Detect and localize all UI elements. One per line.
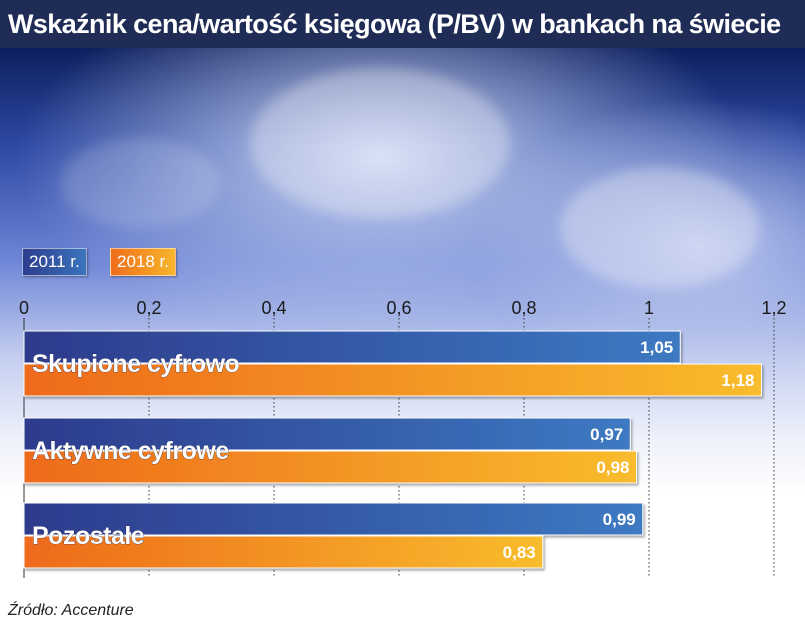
x-tick-label: 0,2 bbox=[136, 298, 161, 318]
bar-value-label: 0,97 bbox=[590, 425, 623, 444]
chart-title: Wskaźnik cena/wartość księgowa (P/BV) w … bbox=[0, 0, 805, 48]
legend-item-2011: 2011 r. bbox=[22, 248, 87, 276]
x-tick-label: 1,2 bbox=[761, 298, 786, 318]
category-label: Aktywne cyfrowe bbox=[32, 437, 229, 465]
bar-value-label: 1,05 bbox=[640, 338, 673, 357]
bar-2011 bbox=[23, 330, 681, 364]
legend-item-2018: 2018 r. bbox=[110, 248, 176, 276]
bar-2018 bbox=[23, 535, 544, 569]
bar-value-label: 0,83 bbox=[503, 543, 536, 562]
category-label: Skupione cyfrowo bbox=[32, 350, 240, 378]
category-label: Pozostałe bbox=[32, 522, 145, 550]
x-tick-label: 0,8 bbox=[511, 298, 536, 318]
x-tick-label: 0 bbox=[19, 298, 29, 318]
bar-2011 bbox=[23, 502, 644, 536]
x-tick-label: 1 bbox=[644, 298, 654, 318]
x-tick-label: 0,4 bbox=[261, 298, 286, 318]
bar-value-label: 0,98 bbox=[596, 458, 629, 477]
bar-2011 bbox=[23, 417, 631, 451]
bar-2018 bbox=[23, 450, 637, 484]
x-tick-label: 0,6 bbox=[386, 298, 411, 318]
bar-value-label: 0,99 bbox=[603, 510, 636, 529]
source-note: Źródło: Accenture bbox=[8, 602, 134, 619]
bar-value-label: 1,18 bbox=[721, 371, 754, 390]
bar-2018 bbox=[23, 363, 762, 397]
